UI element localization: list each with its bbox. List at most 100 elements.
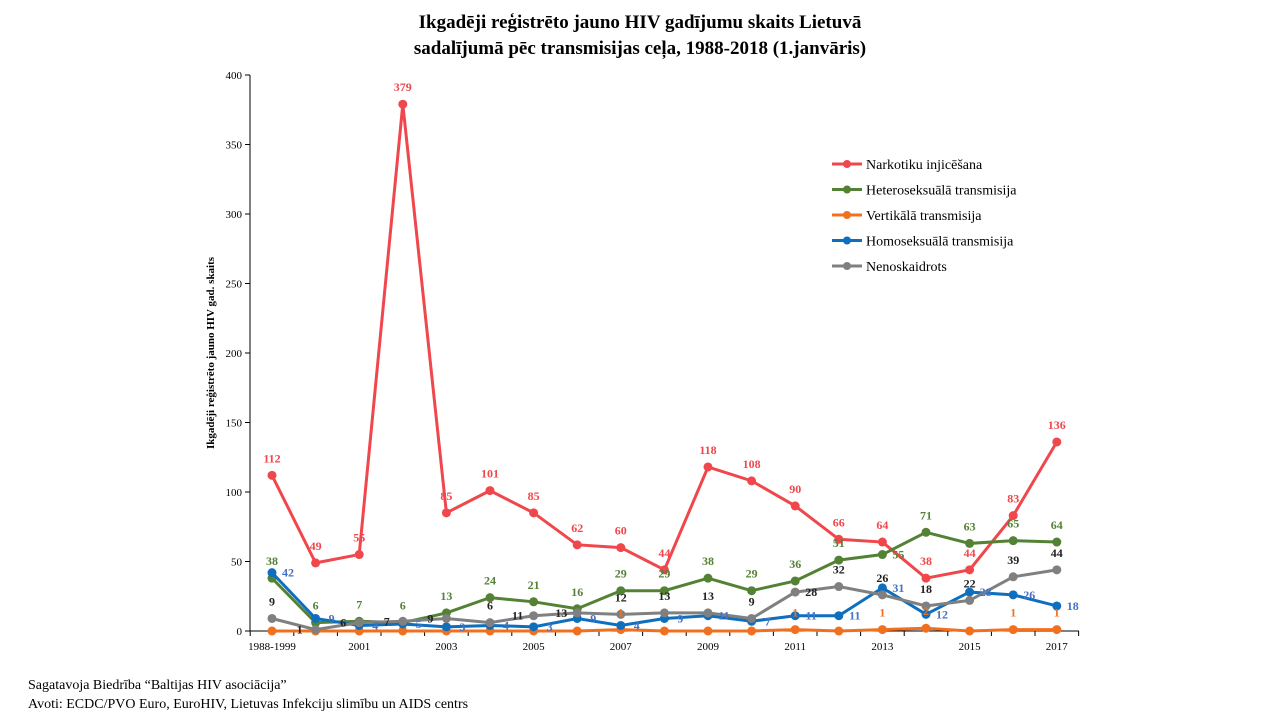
legend-marker xyxy=(843,262,851,270)
data-point xyxy=(529,597,539,607)
data-point xyxy=(790,587,800,597)
data-point xyxy=(267,626,277,636)
data-point xyxy=(1052,625,1062,635)
legend-marker xyxy=(843,211,851,219)
data-point xyxy=(1008,625,1018,635)
data-label: 11 xyxy=(718,609,729,623)
data-label: 42 xyxy=(282,566,294,580)
data-label: 13 xyxy=(702,589,714,603)
data-point xyxy=(267,568,277,578)
data-point xyxy=(834,611,844,621)
x-tick-label: 2007 xyxy=(610,641,633,653)
data-label: 7 xyxy=(384,614,390,628)
legend-marker xyxy=(843,160,851,168)
data-point xyxy=(877,583,887,593)
data-point xyxy=(1052,565,1062,575)
data-label: 9 xyxy=(749,594,755,608)
x-tick-label: 2001 xyxy=(348,641,370,653)
data-label: 31 xyxy=(892,581,904,595)
data-point xyxy=(790,576,800,586)
data-label: 28 xyxy=(980,585,992,599)
data-point xyxy=(965,538,975,548)
data-label: 39 xyxy=(1007,553,1019,567)
data-point xyxy=(877,550,887,560)
data-point xyxy=(747,613,757,623)
data-point xyxy=(616,609,626,619)
data-label: 32 xyxy=(833,563,845,577)
data-point xyxy=(1052,437,1062,447)
data-label: 90 xyxy=(789,482,801,496)
data-point xyxy=(921,527,931,537)
chart-title: Ikgadēji reģistrēto jauno HIV gadījumu s… xyxy=(0,10,1280,62)
data-point xyxy=(267,470,277,480)
legend-label: Narkotiku injicēšana xyxy=(866,158,983,173)
data-label: 12 xyxy=(615,590,627,604)
legend-label: Homoseksuālā transmisija xyxy=(866,235,1014,250)
data-label: 63 xyxy=(964,519,976,533)
data-point xyxy=(485,618,495,628)
data-label: 1 xyxy=(792,606,798,620)
data-label: 4 xyxy=(634,618,640,632)
data-label: 44 xyxy=(1051,546,1063,560)
data-label: 38 xyxy=(702,554,714,568)
data-label: 6 xyxy=(313,599,319,613)
data-point xyxy=(311,613,321,623)
data-label: 9 xyxy=(677,611,683,625)
data-label: 55 xyxy=(353,531,365,545)
legend-label: Nenoskaidrots xyxy=(866,260,947,275)
data-point xyxy=(572,626,582,636)
data-label: 5 xyxy=(416,617,422,631)
legend-marker xyxy=(843,185,851,194)
data-point xyxy=(834,626,844,636)
y-tick-label: 400 xyxy=(226,70,243,82)
data-label: 65 xyxy=(1007,517,1019,531)
data-label: 379 xyxy=(394,80,412,94)
data-point xyxy=(703,462,713,472)
data-point xyxy=(659,626,669,636)
data-label: 6 xyxy=(340,616,346,630)
data-point xyxy=(529,508,539,518)
data-label: 26 xyxy=(876,571,888,585)
data-point xyxy=(485,486,495,496)
x-tick-label: 2013 xyxy=(871,641,894,653)
data-point xyxy=(921,623,931,633)
data-point xyxy=(529,622,539,632)
data-label: 7 xyxy=(765,614,771,628)
data-point xyxy=(354,550,364,560)
data-label: 85 xyxy=(440,489,452,503)
y-tick-label: 250 xyxy=(226,279,243,291)
series-line-0 xyxy=(270,104,1059,580)
data-point xyxy=(311,558,321,568)
data-point xyxy=(747,476,757,486)
footer-sources: Avoti: ECDC/PVO Euro, EuroHIV, Lietuvas … xyxy=(28,697,469,712)
data-point xyxy=(790,625,800,635)
data-label: 85 xyxy=(528,489,540,503)
y-tick-label: 150 xyxy=(226,418,243,430)
data-point xyxy=(1008,536,1018,546)
data-label: 51 xyxy=(833,536,845,550)
data-point xyxy=(965,565,975,575)
data-label: 13 xyxy=(555,606,567,620)
data-label: 12 xyxy=(936,607,948,621)
data-label: 38 xyxy=(266,554,278,568)
data-point xyxy=(398,626,408,636)
data-label: 66 xyxy=(833,515,845,529)
data-label: 13 xyxy=(658,589,670,603)
data-point xyxy=(747,586,757,596)
data-label: 9 xyxy=(269,594,275,608)
data-point xyxy=(703,573,713,583)
data-point xyxy=(616,586,626,596)
data-point xyxy=(267,613,277,623)
data-label: 6 xyxy=(487,599,493,613)
data-label: 4 xyxy=(372,618,378,632)
data-label: 29 xyxy=(746,567,758,581)
chart-title-line-1: Ikgadēji reģistrēto jauno HIV gadījumu s… xyxy=(418,12,862,33)
data-point xyxy=(572,608,582,618)
data-point xyxy=(398,99,408,109)
data-label: 64 xyxy=(876,518,888,532)
data-point xyxy=(529,611,539,621)
data-point xyxy=(747,626,757,636)
x-tick-label: 2003 xyxy=(435,641,458,653)
data-point xyxy=(311,625,321,635)
